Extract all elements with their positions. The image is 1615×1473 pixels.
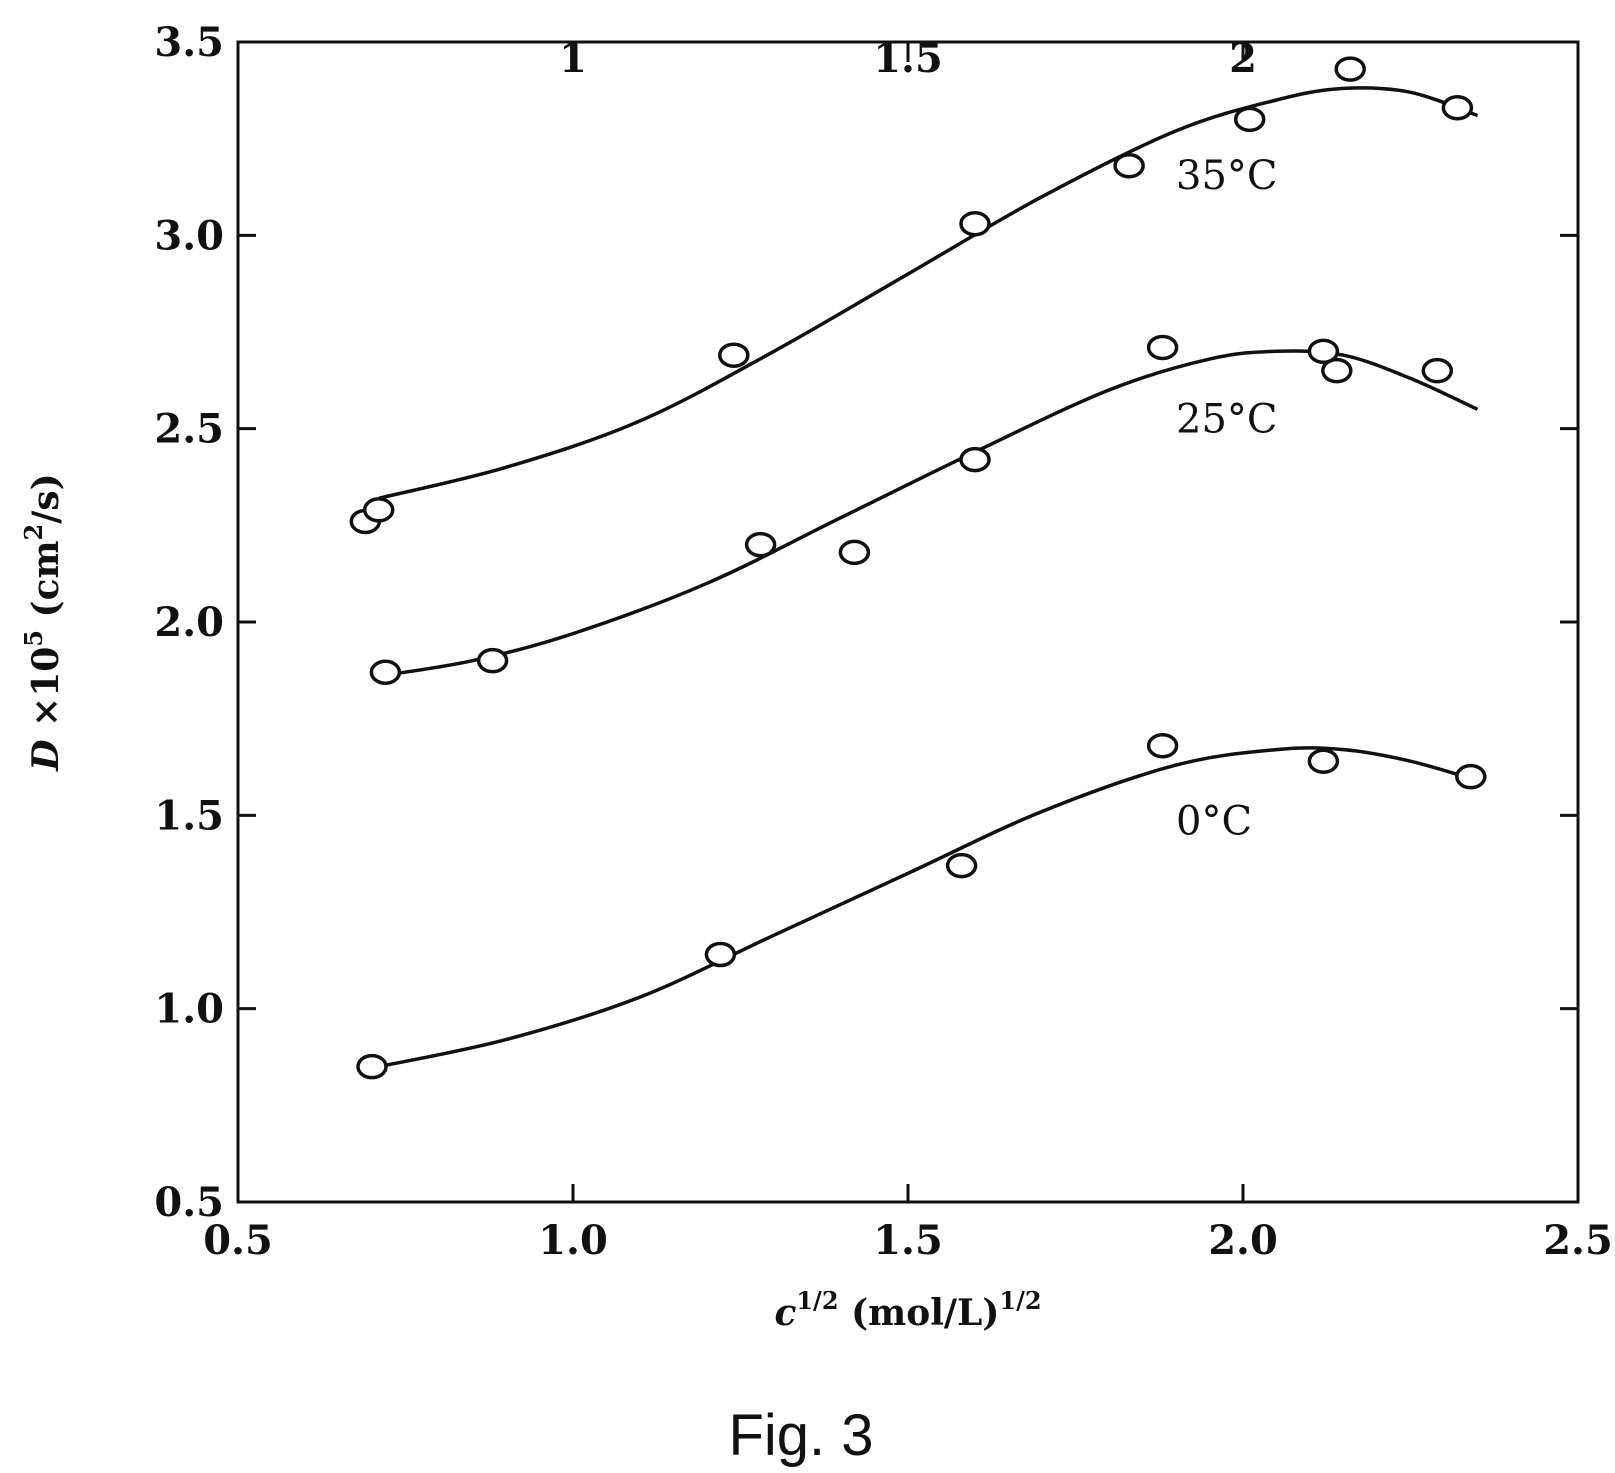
data-point (945, 852, 978, 879)
data-point (1307, 748, 1340, 774)
data-point (1233, 106, 1266, 133)
series-label: 25°C (1176, 397, 1278, 443)
series-curve (378, 746, 1478, 1069)
y-tick-label: 2.5 (154, 406, 224, 453)
data-point (959, 446, 991, 473)
y-tick-label: 1.0 (154, 986, 224, 1033)
data-point (959, 210, 991, 237)
y-tick-label: 1.5 (154, 792, 224, 839)
y-tick-label: 3.0 (154, 212, 224, 259)
top-tick-label: 1 (559, 35, 587, 82)
top-tick-label: 2 (1229, 35, 1257, 82)
y-tick-label: 0.5 (154, 1179, 224, 1226)
data-point (1321, 357, 1353, 384)
data-point (1421, 357, 1454, 384)
data-point (476, 647, 509, 674)
data-point (704, 941, 737, 968)
data-point (1146, 334, 1179, 361)
series-label: 0°C (1176, 799, 1252, 845)
x-tick-label: 1.0 (538, 1217, 608, 1264)
data-point (369, 659, 402, 686)
series-label: 35°C (1176, 153, 1278, 199)
data-point (744, 531, 777, 558)
data-point (1334, 56, 1366, 82)
data-points (349, 56, 1487, 1080)
x-tick-label: 2.5 (1543, 1217, 1613, 1264)
figure-caption: Fig. 3 (728, 1403, 873, 1468)
x-tick-labels: 0.5 1.0 1.5 2.0 2.5 1 1.5 2 (203, 35, 1613, 1264)
x-tick-label: 0.5 (203, 1217, 273, 1264)
series-curve (378, 86, 1479, 500)
top-tick-label: 1.5 (873, 35, 943, 82)
axis-ticks (236, 40, 1580, 1204)
y-tick-label: 3.5 (154, 19, 224, 66)
data-point (1455, 763, 1487, 790)
series-curve (378, 349, 1479, 678)
plot-frame (236, 40, 1580, 1204)
series-labels: 35°C 25°C 0°C (1176, 153, 1278, 845)
x-tick-label: 2.0 (1208, 1217, 1278, 1264)
data-point (1113, 152, 1145, 179)
y-tick-label: 2.0 (154, 599, 224, 646)
fit-curves (378, 86, 1479, 1069)
x-tick-label: 1.5 (873, 1217, 943, 1264)
data-point (1441, 94, 1474, 121)
x-axis-title: c1/2 (mol/L)1/2 (774, 1286, 1041, 1334)
data-point (1307, 338, 1340, 365)
y-tick-labels: 0.5 1.0 1.5 2.0 2.5 3.0 3.5 (154, 19, 224, 1226)
data-point (718, 342, 750, 368)
data-point (1146, 732, 1179, 759)
data-point (838, 539, 871, 566)
data-point (362, 497, 395, 523)
y-axis-title: D ×105 (cm2/s) (19, 473, 67, 771)
data-point (356, 1053, 388, 1080)
